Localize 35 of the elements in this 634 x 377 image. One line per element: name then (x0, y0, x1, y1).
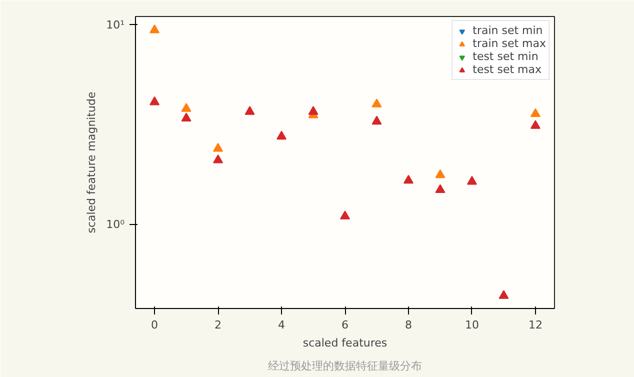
point (150, 24, 160, 34)
point (244, 106, 255, 115)
point (498, 290, 509, 299)
point (276, 130, 287, 140)
y-tick-label: 10¹ (106, 18, 125, 32)
point (530, 108, 540, 117)
point (181, 112, 192, 122)
point (435, 169, 446, 178)
x-tick-label: 6 (342, 318, 348, 332)
text: 经过预处理的数据特征量级分布 (268, 360, 422, 372)
point (181, 103, 192, 112)
legend-label: test set min (472, 50, 538, 63)
x-tick-label: 12 (528, 318, 542, 332)
point (372, 116, 382, 125)
point (530, 120, 540, 129)
point (213, 142, 224, 152)
x-tick-label: 0 (151, 318, 158, 332)
y-tick-label: 10⁰ (106, 218, 126, 232)
x-tick-label: 4 (278, 318, 286, 332)
point (372, 98, 382, 108)
point (340, 210, 350, 220)
point (150, 96, 160, 106)
x-tick-label: 8 (404, 318, 412, 332)
legend-label: train set min (472, 24, 543, 37)
y-axis-title: scaled feature magnitude (85, 92, 98, 234)
x-axis-title: scaled features (302, 336, 388, 350)
point (403, 174, 414, 184)
x-tick-label: 2 (214, 318, 222, 332)
legend-label: train set max (472, 37, 546, 50)
legend-label: test set max (472, 63, 542, 76)
point (213, 154, 224, 164)
point (435, 184, 446, 194)
point (466, 176, 477, 185)
point (308, 106, 318, 115)
x-tick-label: 10 (464, 318, 479, 332)
